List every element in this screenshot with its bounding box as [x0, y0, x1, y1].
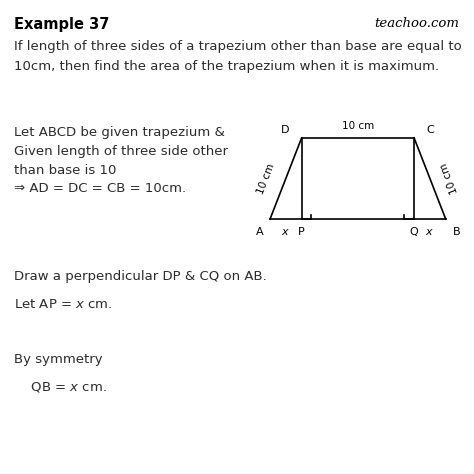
- Text: D: D: [281, 125, 289, 135]
- Text: Let AP = $x$ cm.: Let AP = $x$ cm.: [14, 298, 113, 310]
- Text: 10 cm: 10 cm: [256, 162, 277, 195]
- Text: P: P: [298, 227, 305, 237]
- Text: QB = $x$ cm.: QB = $x$ cm.: [14, 380, 107, 394]
- Text: Q: Q: [410, 227, 419, 237]
- Text: $x$: $x$: [282, 227, 290, 237]
- Text: C: C: [427, 125, 434, 135]
- Text: than base is 10: than base is 10: [14, 164, 117, 176]
- Text: ⇒ AD = DC = CB = 10cm.: ⇒ AD = DC = CB = 10cm.: [14, 182, 186, 195]
- Text: 10 cm: 10 cm: [439, 162, 460, 195]
- Text: By symmetry: By symmetry: [14, 353, 103, 365]
- Text: 10cm, then find the area of the trapezium when it is maximum.: 10cm, then find the area of the trapeziu…: [14, 60, 439, 73]
- Text: Given length of three side other: Given length of three side other: [14, 145, 228, 157]
- Text: B: B: [453, 227, 460, 237]
- Text: Draw a perpendicular DP & CQ on AB.: Draw a perpendicular DP & CQ on AB.: [14, 270, 267, 283]
- Text: teachoo.com: teachoo.com: [375, 17, 460, 29]
- Text: Example 37: Example 37: [14, 17, 109, 32]
- Text: $x$: $x$: [426, 227, 434, 237]
- Text: 10 cm: 10 cm: [342, 121, 374, 131]
- Text: A: A: [255, 227, 263, 237]
- Text: Let ABCD be given trapezium &: Let ABCD be given trapezium &: [14, 126, 225, 138]
- Text: If length of three sides of a trapezium other than base are equal to: If length of three sides of a trapezium …: [14, 40, 462, 53]
